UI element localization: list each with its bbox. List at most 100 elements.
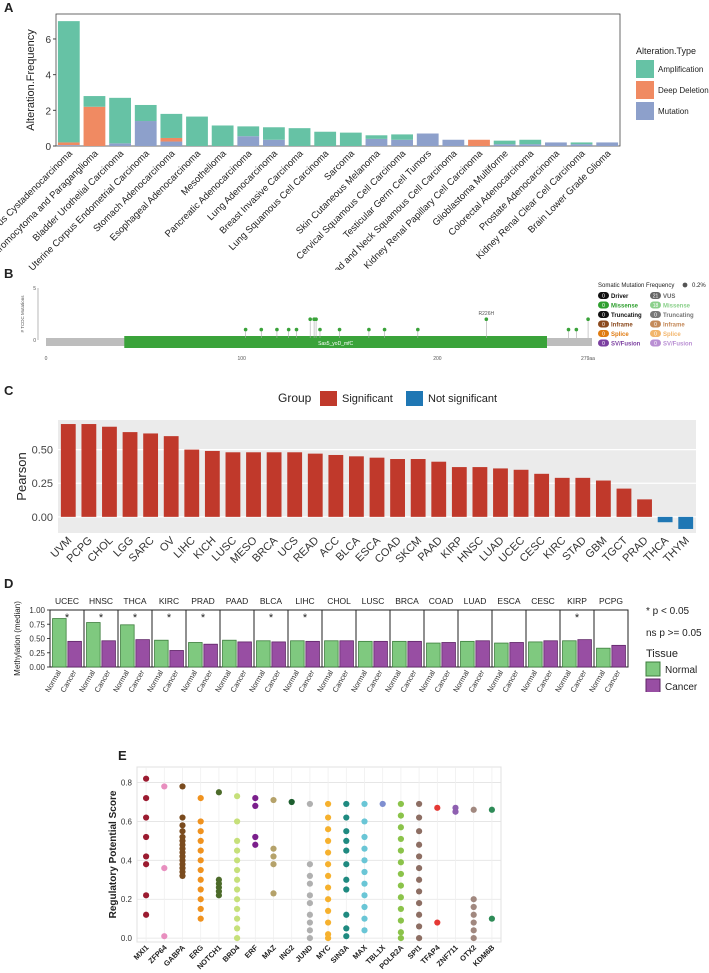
- bar-a-18-amplification: [519, 139, 542, 145]
- y-axis-label-b: # TCDC Mutations: [20, 295, 25, 333]
- bar-cancer-d-7: [305, 640, 320, 668]
- point-e-0-2: [143, 814, 150, 821]
- legend-label-a-1: Deep Deletion: [658, 86, 709, 95]
- bar-c-read: [307, 453, 323, 517]
- legend-title-b: Somatic Mutation Frequency: [598, 283, 674, 289]
- point-e-5-1: [234, 818, 241, 825]
- point-e-10-2: [325, 826, 332, 833]
- bar-c-blca: [349, 456, 364, 517]
- y-tick-label-a-1: 2: [45, 106, 51, 117]
- x-tick-label-b-0: 0: [45, 356, 48, 362]
- point-e-12-5: [361, 868, 368, 876]
- lollipop-head-12: [416, 327, 420, 332]
- bar-a-5-amplification: [186, 116, 208, 146]
- legend-badge-count-b-1-1: 18: [653, 303, 659, 309]
- panel-letter-a: A: [4, 0, 14, 15]
- x-tick-cancer-d-13: Cancer: [500, 668, 520, 692]
- bar-normal-d-2: [120, 624, 135, 668]
- point-e-11-7: [343, 886, 350, 893]
- point-e-3-10: [197, 905, 204, 913]
- point-e-15-3: [416, 841, 423, 848]
- x-tick-label-e-6: ERF: [243, 943, 260, 960]
- point-e-5-12: [234, 935, 241, 942]
- legend-badge-b-3-0: [598, 320, 609, 328]
- x-tick-label-b-1: 100: [238, 356, 247, 362]
- point-e-3-1: [197, 818, 204, 825]
- x-tick-label-e-11: SIN3A: [329, 943, 351, 965]
- legend-label-b-4-1: Splice: [663, 332, 681, 338]
- point-e-10-5: [325, 861, 332, 868]
- point-e-5-7: [234, 886, 241, 893]
- legend-badge-b-2-1: [650, 311, 661, 318]
- point-e-10-0: [325, 800, 332, 808]
- legend-badge-count-b-5-1: 0: [654, 341, 657, 347]
- point-e-10-9: [325, 907, 332, 914]
- point-e-18-2: [470, 903, 477, 911]
- bar-c-lihc: [184, 449, 200, 517]
- legend-badge-count-b-1-0: 0: [602, 303, 605, 309]
- facet-label-d-6: BLCA: [260, 596, 283, 606]
- chart-d: 0.00 0.25 0.50 0.75 1.00 Methylation (median)…: [13, 596, 702, 692]
- point-e-14-6: [397, 870, 404, 878]
- point-e-9-8: [306, 927, 313, 934]
- point-e-9-4: [306, 892, 313, 899]
- annotation-d-0: * p < 0.05: [646, 606, 690, 617]
- bar-normal-d-5: [222, 639, 237, 668]
- point-e-14-2: [397, 824, 404, 831]
- point-e-11-0: [343, 800, 350, 808]
- bar-c-ucs: [287, 452, 303, 517]
- bar-c-paad: [431, 461, 447, 517]
- point-e-3-6: [197, 866, 204, 874]
- lollipop-head-8: [318, 327, 322, 332]
- x-tick-cancer-d-3: Cancer: [160, 668, 180, 692]
- bar-normal-d-4: [188, 642, 203, 668]
- y-tick-label-b-0: 0: [33, 338, 36, 344]
- point-e-15-5: [416, 865, 423, 872]
- x-tick-label-b-2: 200: [433, 356, 442, 362]
- facet-label-d-5: PAAD: [226, 596, 249, 606]
- point-e-0-4: [143, 853, 150, 860]
- bar-normal-d-15: [562, 640, 577, 668]
- lollipop-head-13: [484, 317, 489, 321]
- facet-label-d-8: CHOL: [327, 596, 351, 606]
- facet-label-d-13: ESCA: [497, 596, 520, 606]
- point-e-10-12: [325, 935, 332, 942]
- bar-cancer-d-3: [169, 650, 184, 668]
- y-tick-label-e-1: 0.2: [121, 895, 133, 904]
- bar-a-12-mutation: [365, 138, 388, 146]
- point-e-9-1: [306, 861, 313, 868]
- point-e-15-1: [416, 814, 423, 821]
- y-tick-label-c-0: 0.00: [32, 512, 53, 524]
- point-e-18-1: [470, 896, 477, 903]
- lollipop-head-2: [275, 327, 279, 332]
- x-tick-cancer-d-15: Cancer: [568, 668, 588, 692]
- legend-badge-count-b-2-1: 0: [654, 313, 657, 319]
- bar-c-luad: [493, 468, 508, 517]
- facet-label-d-3: KIRC: [159, 596, 179, 606]
- point-e-5-11: [234, 925, 241, 932]
- y-tick-label-e-0: 0.0: [121, 934, 133, 943]
- point-e-12-2: [361, 833, 368, 841]
- plot-frame-a: [55, 13, 621, 147]
- point-e-17-1: [452, 808, 459, 815]
- facet-label-d-2: THCA: [123, 596, 146, 606]
- legend-label-d-0: Normal: [665, 665, 697, 676]
- point-e-3-9: [197, 896, 204, 903]
- y-tick-label-d-0: 0.00: [29, 663, 45, 672]
- significance-mark-d-7: *: [303, 612, 308, 624]
- bar-c-acc: [328, 454, 344, 517]
- bar-c-stad: [575, 477, 591, 517]
- legend-badge-b-0-0: [598, 292, 609, 299]
- legend-badge-b-4-1: [650, 330, 661, 337]
- plot-background-e: [136, 766, 502, 943]
- point-e-14-1: [397, 812, 404, 819]
- bar-cancer-d-6: [271, 641, 286, 668]
- point-e-15-10: [416, 923, 423, 930]
- bar-a-10-amplification: [314, 131, 337, 146]
- legend-label-b-5-1: SV/Fusion: [663, 341, 693, 347]
- point-e-11-8: [343, 911, 350, 918]
- point-e-11-5: [343, 861, 350, 868]
- point-e-0-3: [143, 833, 150, 841]
- bar-normal-d-14: [528, 641, 543, 668]
